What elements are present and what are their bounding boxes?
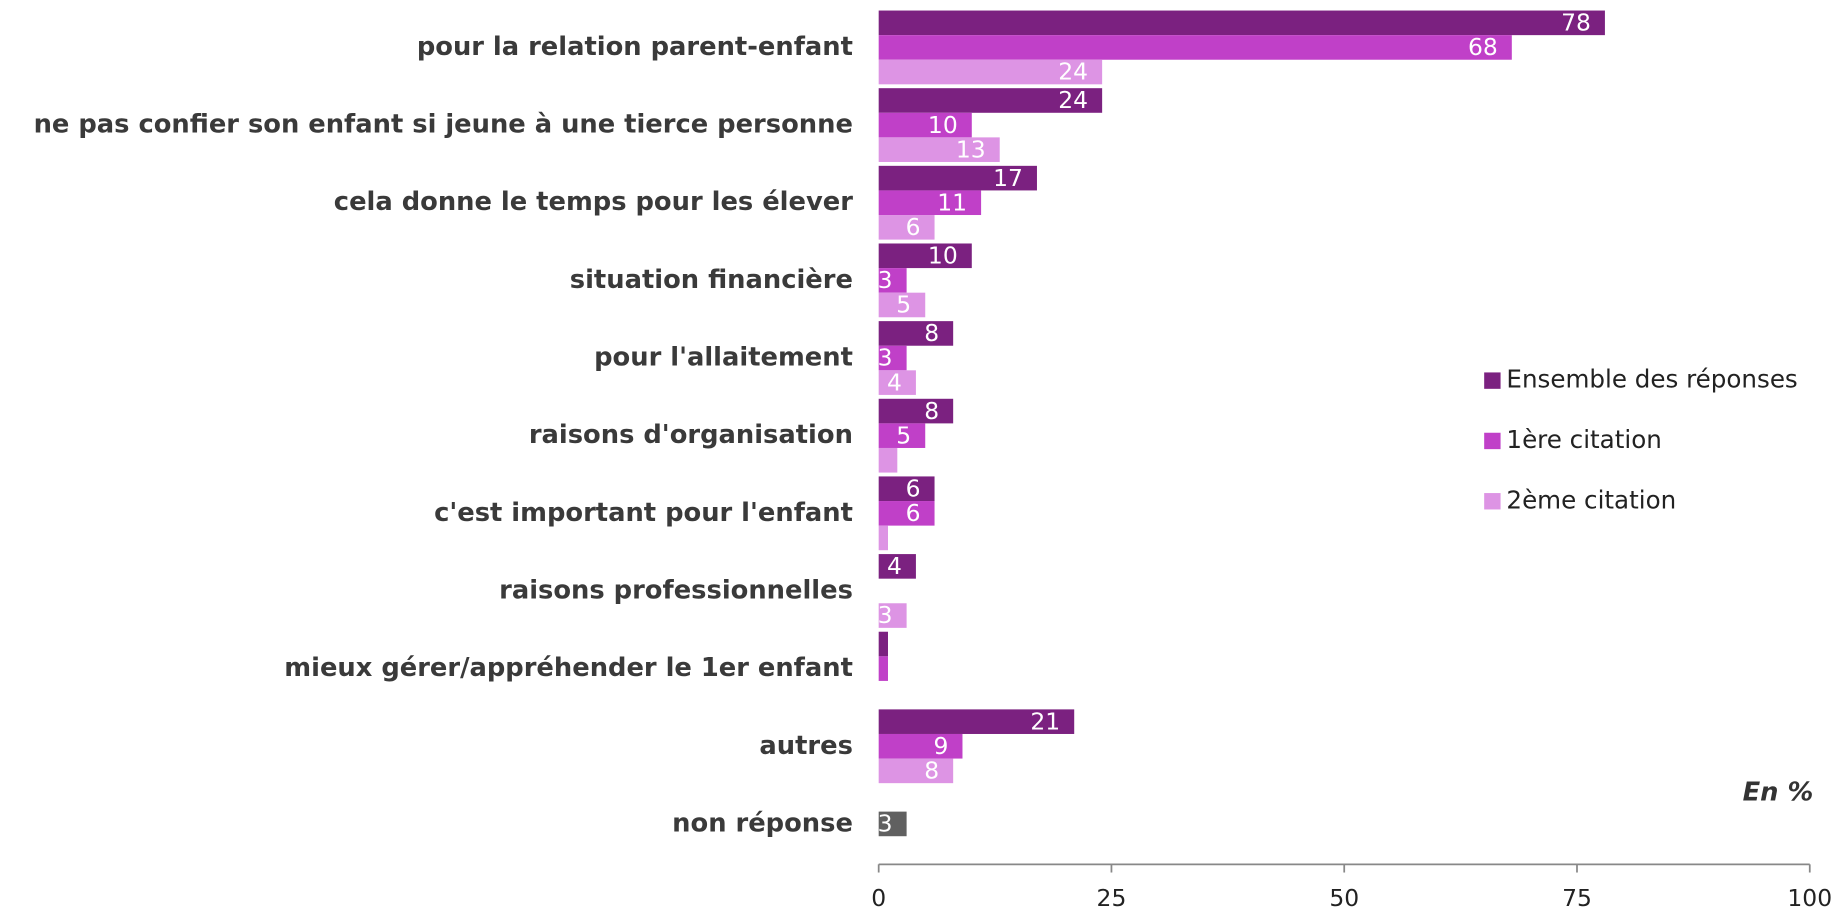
data-label: 3 bbox=[878, 344, 893, 372]
bar bbox=[878, 243, 972, 269]
bar bbox=[878, 709, 1075, 734]
category-label: pour l'allaitement bbox=[594, 343, 853, 373]
bar bbox=[878, 525, 888, 551]
bar bbox=[878, 268, 907, 293]
data-label: 4 bbox=[887, 552, 902, 580]
data-label: 6 bbox=[906, 213, 921, 241]
x-tick-label: 75 bbox=[1562, 884, 1592, 910]
legend-label: Ensemble des réponses bbox=[1506, 365, 1797, 394]
category-label: pour la relation parent-enfant bbox=[417, 32, 853, 62]
bar bbox=[878, 656, 888, 681]
legend-label: 1ère citation bbox=[1506, 425, 1661, 454]
bar bbox=[878, 476, 935, 502]
bar bbox=[878, 631, 888, 657]
legend-swatch bbox=[1484, 493, 1501, 510]
bar bbox=[878, 190, 982, 216]
bar bbox=[878, 370, 916, 395]
data-label: 3 bbox=[878, 266, 893, 294]
bar bbox=[878, 447, 898, 473]
bar bbox=[878, 292, 926, 318]
data-label: 5 bbox=[896, 291, 911, 319]
data-label: 10 bbox=[928, 241, 958, 269]
data-label: 13 bbox=[956, 135, 986, 163]
legend-swatch bbox=[1484, 372, 1501, 389]
data-label: 68 bbox=[1468, 33, 1498, 61]
bar bbox=[878, 603, 907, 628]
category-label: raisons d'organisation bbox=[529, 420, 853, 450]
bar bbox=[878, 423, 926, 448]
data-label: 3 bbox=[878, 810, 893, 838]
legend-label: 2ème citation bbox=[1506, 485, 1676, 514]
bar bbox=[878, 35, 1512, 60]
data-label: 17 bbox=[993, 164, 1023, 192]
data-label: 8 bbox=[924, 319, 939, 347]
legend-swatch bbox=[1484, 432, 1501, 450]
data-label: 6 bbox=[906, 499, 921, 527]
category-label: non réponse bbox=[672, 808, 853, 838]
bar bbox=[878, 758, 954, 784]
data-label: 4 bbox=[887, 368, 902, 396]
unit-note: En % bbox=[1743, 777, 1814, 807]
x-tick-label: 25 bbox=[1097, 884, 1127, 910]
data-label: 5 bbox=[896, 421, 911, 449]
bar bbox=[878, 165, 1037, 191]
bar bbox=[878, 321, 954, 346]
data-label: 21 bbox=[1030, 707, 1060, 735]
bar bbox=[878, 59, 1103, 85]
bar bbox=[878, 501, 935, 526]
data-label: 24 bbox=[1058, 58, 1088, 86]
bar bbox=[878, 733, 963, 759]
bar bbox=[878, 88, 1103, 113]
bar bbox=[878, 398, 954, 424]
x-tick-label: 50 bbox=[1329, 884, 1359, 910]
data-label: 9 bbox=[934, 732, 949, 760]
data-label: 8 bbox=[924, 757, 939, 785]
bar bbox=[878, 112, 972, 138]
category-label: mieux gérer/appréhender le 1er enfant bbox=[284, 653, 853, 683]
data-label: 78 bbox=[1561, 9, 1591, 37]
category-label: raisons professionnelles bbox=[499, 575, 853, 605]
category-label: cela donne le temps pour les élever bbox=[334, 187, 853, 217]
category-label: c'est important pour l'enfant bbox=[434, 498, 853, 528]
data-label: 24 bbox=[1058, 86, 1088, 114]
x-tick-label: 100 bbox=[1787, 884, 1832, 910]
data-label: 8 bbox=[924, 397, 939, 425]
data-label: 3 bbox=[878, 601, 893, 629]
bar bbox=[878, 137, 1000, 162]
bar bbox=[878, 215, 935, 240]
x-tick-label: 0 bbox=[871, 884, 886, 910]
bar bbox=[878, 345, 907, 371]
category-label: ne pas confier son enfant si jeune à une… bbox=[34, 110, 853, 140]
bar bbox=[878, 811, 907, 837]
data-label: 11 bbox=[937, 188, 967, 216]
data-label: 10 bbox=[928, 111, 958, 139]
data-label: 6 bbox=[906, 474, 921, 502]
category-label: autres bbox=[759, 731, 853, 761]
bar bbox=[878, 10, 1605, 36]
category-label: situation financière bbox=[570, 265, 853, 295]
bar bbox=[878, 554, 916, 579]
